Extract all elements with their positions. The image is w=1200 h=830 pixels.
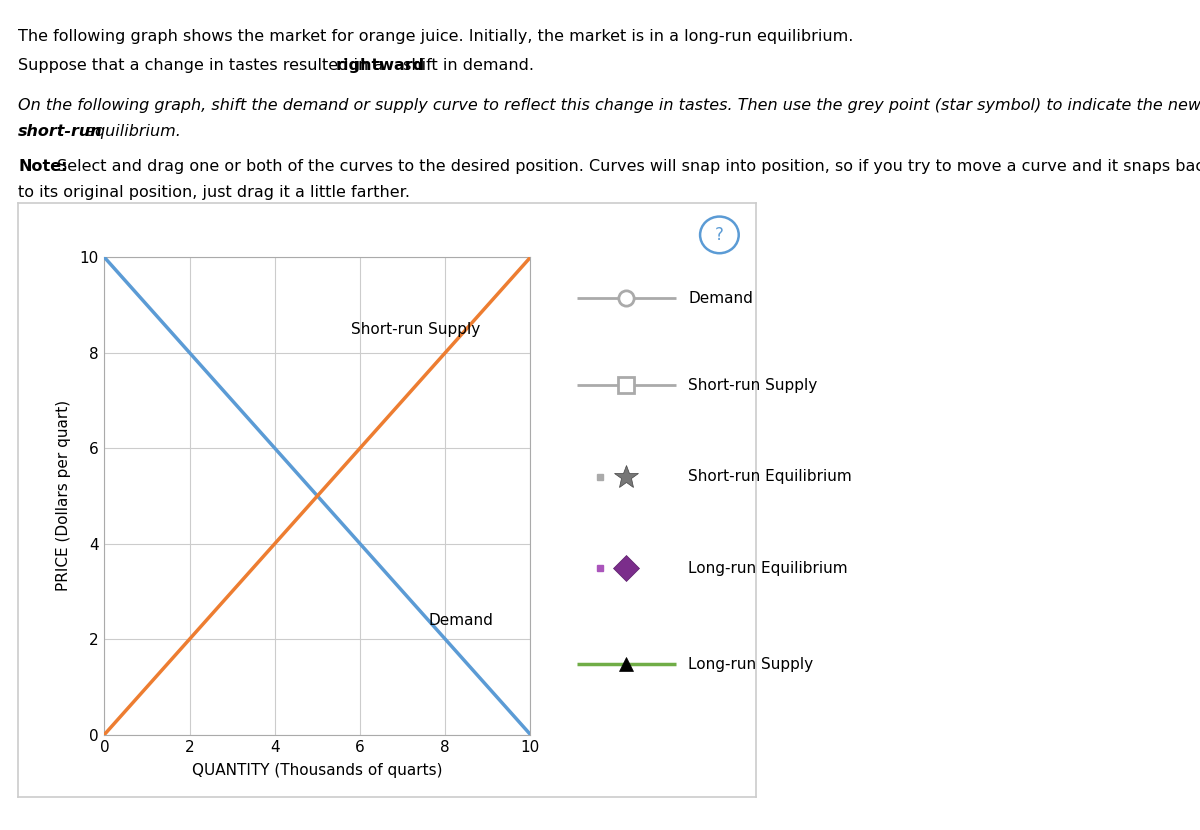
- Text: Long-run Equilibrium: Long-run Equilibrium: [689, 560, 848, 575]
- Text: short-run: short-run: [18, 124, 103, 139]
- Text: equilibrium.: equilibrium.: [80, 124, 181, 139]
- Text: Demand: Demand: [689, 291, 754, 306]
- Text: Note:: Note:: [18, 159, 67, 174]
- Text: Short-run Equilibrium: Short-run Equilibrium: [689, 469, 852, 484]
- Text: ?: ?: [715, 226, 724, 244]
- Text: On the following graph, shift the demand or supply curve to reflect this change : On the following graph, shift the demand…: [18, 98, 1200, 113]
- X-axis label: QUANTITY (Thousands of quarts): QUANTITY (Thousands of quarts): [192, 764, 443, 779]
- Y-axis label: PRICE (Dollars per quart): PRICE (Dollars per quart): [56, 400, 71, 592]
- Text: Short-run Supply: Short-run Supply: [352, 322, 481, 337]
- Text: Short-run Supply: Short-run Supply: [689, 378, 817, 393]
- Text: Select and drag one or both of the curves to the desired position. Curves will s: Select and drag one or both of the curve…: [53, 159, 1200, 174]
- Text: Suppose that a change in tastes resulted in a: Suppose that a change in tastes resulted…: [18, 58, 389, 73]
- Text: rightward: rightward: [336, 58, 425, 73]
- Text: The following graph shows the market for orange juice. Initially, the market is : The following graph shows the market for…: [18, 29, 853, 44]
- Text: to its original position, just drag it a little farther.: to its original position, just drag it a…: [18, 185, 410, 200]
- Text: Long-run Supply: Long-run Supply: [689, 657, 814, 671]
- Text: shift in demand.: shift in demand.: [397, 58, 534, 73]
- Text: Demand: Demand: [428, 613, 493, 627]
